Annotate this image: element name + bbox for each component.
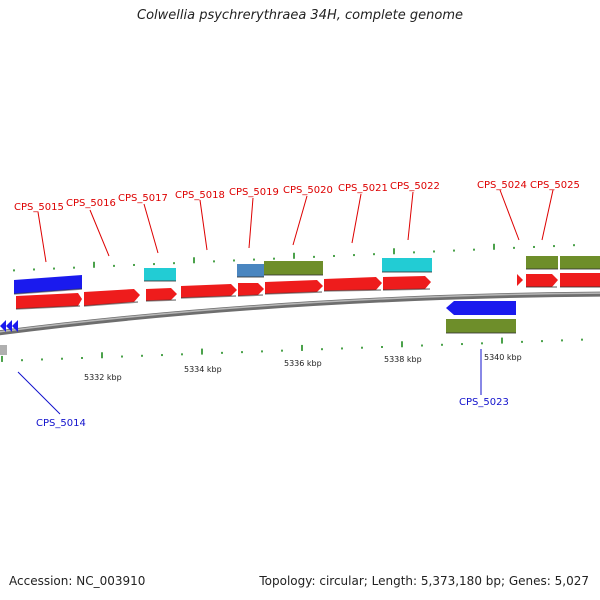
tick-label-5340: 5340 kbp [484, 353, 522, 362]
gene-cps5025-forward[interactable] [560, 273, 600, 287]
label-cps5016[interactable]: CPS_5016 [66, 198, 116, 209]
gene-cps5020-forward[interactable] [265, 280, 323, 294]
label-cps5020[interactable]: CPS_5020 [283, 185, 333, 196]
gene-stub-left [0, 345, 7, 355]
label-cps5014[interactable]: CPS_5014 [36, 418, 86, 429]
leader-cps5025 [541, 189, 554, 241]
gene-labels: CPS_5015 CPS_5016 CPS_5017 CPS_5018 CPS_… [14, 180, 580, 429]
gene-cps5018-forward[interactable] [181, 284, 237, 298]
label-cps5023[interactable]: CPS_5023 [459, 397, 509, 408]
tick-marks [1, 243, 583, 362]
tick-label-5334: 5334 kbp [184, 365, 222, 374]
tick-label-5332: 5332 kbp [84, 373, 122, 382]
gene-cps5019-upper[interactable] [237, 264, 264, 277]
gene-cps5015-upper[interactable] [14, 275, 82, 294]
gene-cps5016-forward[interactable] [84, 289, 140, 306]
reverse-genes [446, 301, 516, 333]
label-cps5019[interactable]: CPS_5019 [229, 187, 279, 198]
upper-track-genes [14, 256, 600, 294]
gene-cps5014-arrows [0, 320, 18, 332]
leader-cps5020 [292, 195, 308, 246]
label-cps5024[interactable]: CPS_5024 [477, 180, 527, 191]
leader-cps5021 [351, 193, 362, 244]
gene-cps5022-upper[interactable] [382, 258, 432, 272]
leader-cps5022 [407, 191, 414, 241]
leader-cps5024 [499, 189, 520, 241]
label-leaders [17, 189, 554, 415]
leader-cps5018 [199, 199, 208, 251]
gene-cps5025-upper[interactable] [560, 256, 600, 269]
leader-cps5016 [89, 209, 110, 257]
gene-cps5022-forward[interactable] [383, 276, 431, 290]
genome-backbone-highlight [0, 292, 600, 333]
label-cps5025[interactable]: CPS_5025 [530, 180, 580, 191]
gene-cps5024-upper[interactable] [526, 256, 558, 269]
leader-cps5014 [17, 371, 61, 415]
tick-label-5338: 5338 kbp [384, 355, 422, 364]
gene-cps5015-forward[interactable] [16, 293, 82, 309]
gene-cps5017-upper[interactable] [144, 268, 176, 281]
genome-stats-text: Topology: circular; Length: 5,373,180 bp… [259, 574, 589, 588]
leader-cps5015 [37, 211, 47, 263]
accession-text: Accession: NC_003910 [9, 574, 146, 588]
label-cps5017[interactable]: CPS_5017 [118, 193, 168, 204]
tick-label-5336: 5336 kbp [284, 359, 322, 368]
gene-cps5024-forward[interactable] [526, 274, 558, 287]
label-cps5015[interactable]: CPS_5015 [14, 202, 64, 213]
label-cps5021[interactable]: CPS_5021 [338, 183, 388, 194]
gene-cps5023-reverse[interactable] [446, 301, 516, 315]
gene-cps5017-forward[interactable] [146, 288, 177, 301]
genome-backbone [0, 291, 600, 336]
leader-cps5019 [248, 197, 254, 249]
genome-title: Colwellia psychrerythraea 34H, complete … [137, 8, 463, 23]
gene-shadows [13, 268, 600, 334]
label-cps5022[interactable]: CPS_5022 [390, 181, 440, 192]
gene-cps5020-upper[interactable] [264, 261, 323, 275]
forward-genes [16, 273, 600, 309]
label-cps5018[interactable]: CPS_5018 [175, 190, 225, 201]
gene-cps5024-start-forward[interactable] [517, 274, 523, 286]
gene-cps5023-lower[interactable] [446, 319, 516, 333]
gene-cps5019-forward[interactable] [238, 283, 264, 296]
leader-cps5017 [143, 203, 159, 254]
axis-tick-labels: 5332 kbp 5334 kbp 5336 kbp 5338 kbp 5340… [84, 353, 522, 382]
gene-cps5021-forward[interactable] [324, 277, 382, 291]
